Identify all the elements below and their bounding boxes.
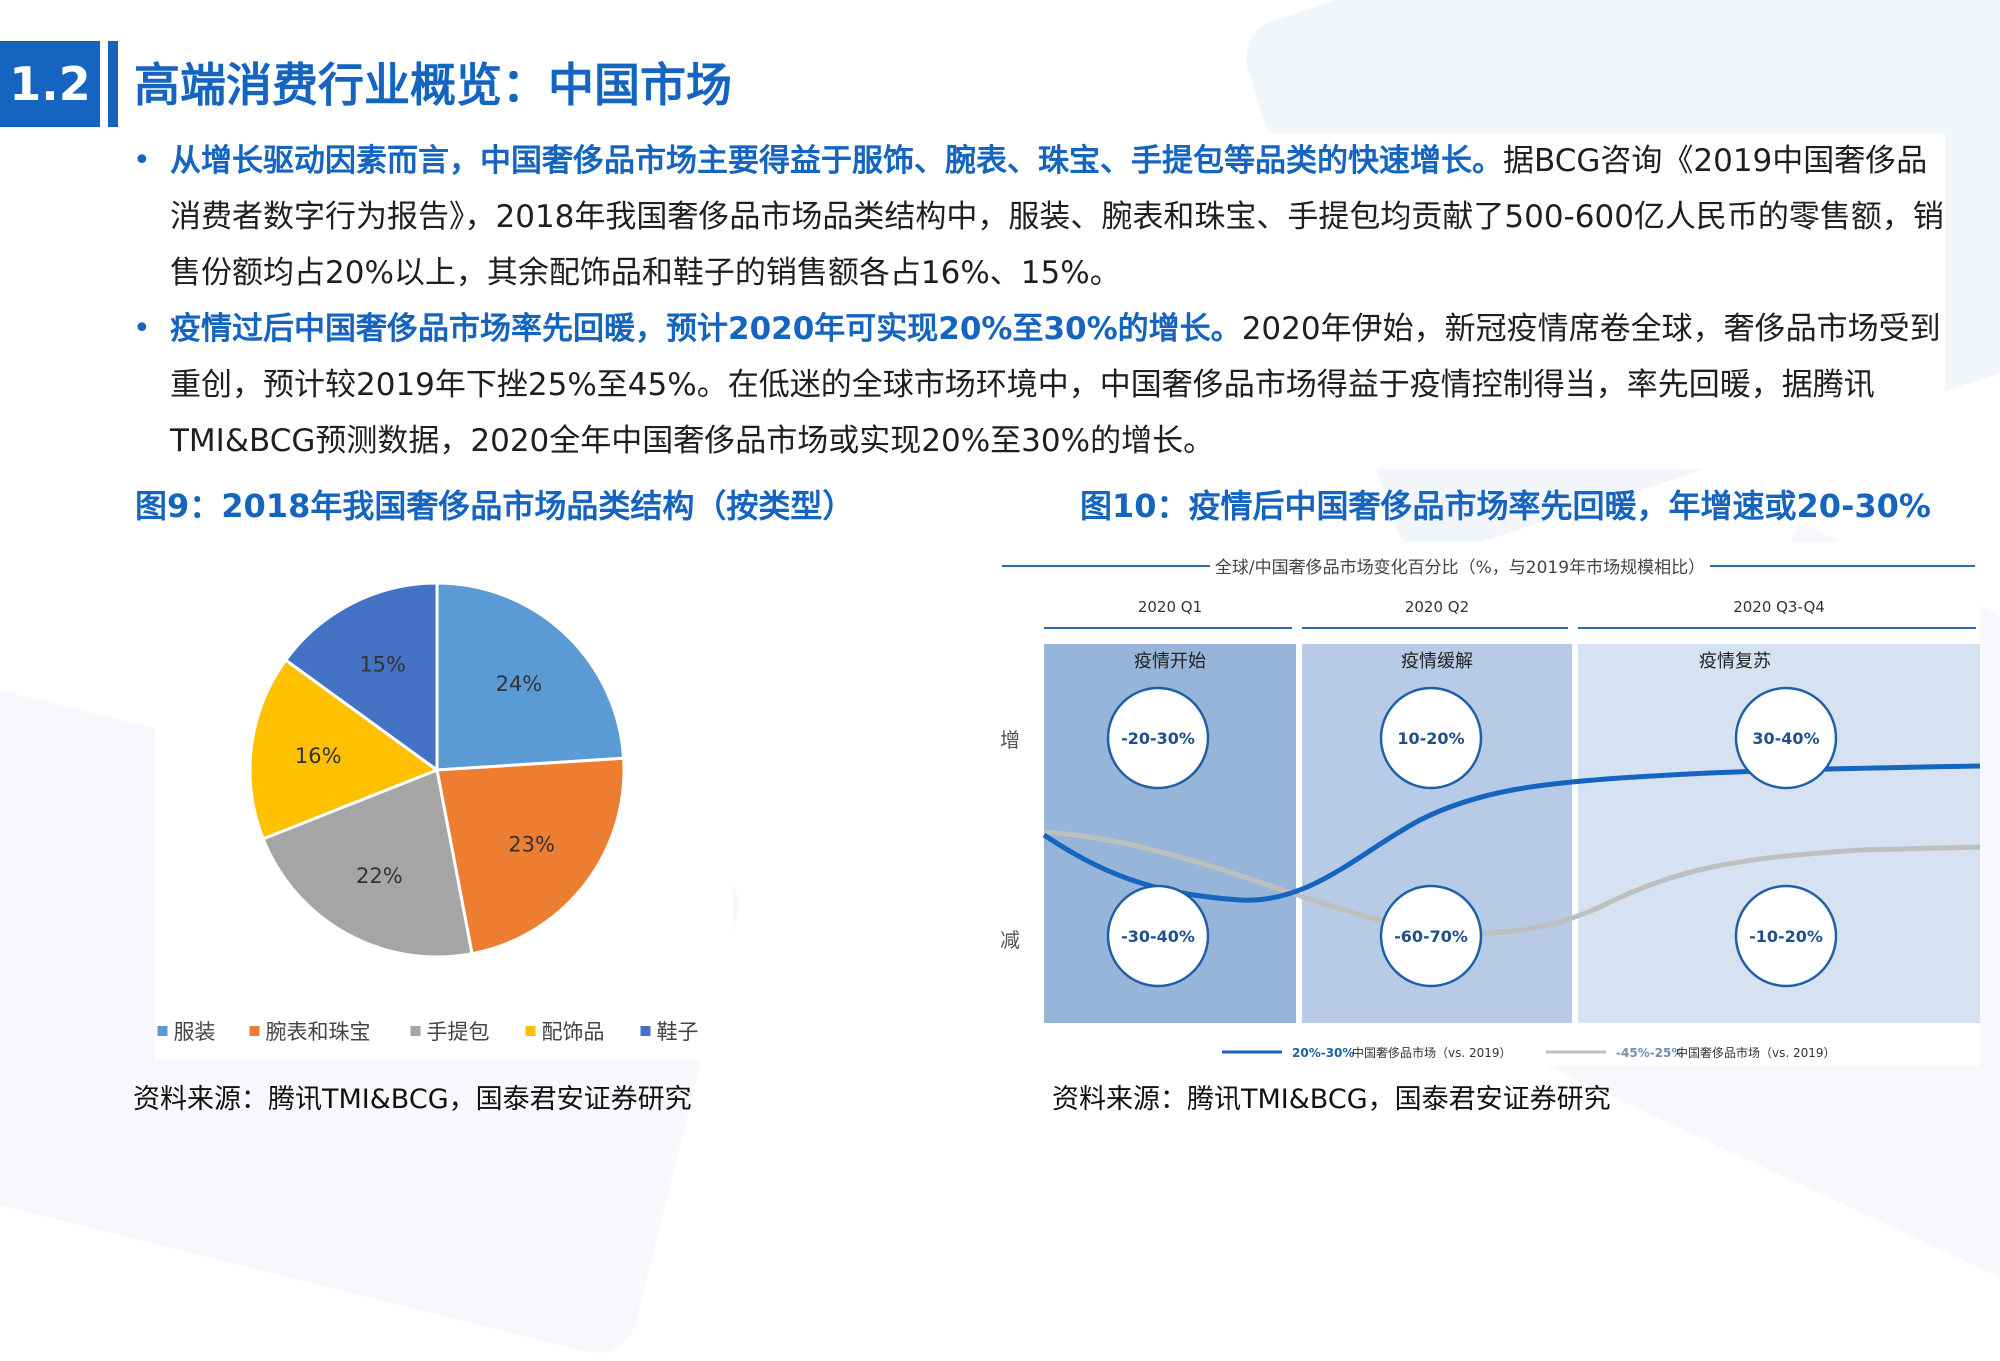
bubble-up-value-2: 10-20% (1397, 729, 1464, 748)
pie-slice-3 (261, 767, 474, 959)
pie-slice-4 (248, 657, 441, 841)
legend-range-2: -45%-25% (1616, 1046, 1683, 1060)
bubble-up-2 (1379, 686, 1483, 790)
body-text: • 从增长驱动因素而言，中国奢侈品市场主要得益于服饰、腕表、珠宝、手提包等品类的… (115, 133, 1945, 469)
figure-9-title: 图9：2018年我国奢侈品市场品类结构（按类型） (135, 487, 855, 525)
legend-label-3: 手提包 (427, 1020, 490, 1044)
pie-data-label-3: 22% (356, 864, 403, 888)
bubble-down-value-2: -60-70% (1394, 927, 1468, 946)
title-accent-bar (108, 41, 118, 127)
figure-9-source: 资料来源：腾讯TMI&BCG，国泰君安证券研究 (133, 1084, 692, 1115)
pie-data-label-5: 15% (359, 652, 406, 676)
bullet-2-text: 2020年伊始，新冠疫情席卷全球，奢侈品市场受到重创，预计较2019年下挫25%… (170, 311, 1941, 459)
page-title: 高端消费行业概览：中国市场 (134, 58, 732, 112)
bubble-up-value-3: 30-40% (1752, 729, 1819, 748)
axis-increase-label: 增 (1000, 728, 1020, 752)
axis-decrease-label: 减 (1000, 928, 1020, 952)
bubble-down-value-1: -30-40% (1121, 927, 1195, 946)
legend-series-2: 中国奢侈品市场（vs. 2019） (1676, 1045, 1836, 1060)
pie-slice-1 (435, 581, 626, 772)
legend-range-1: 20%-30% (1292, 1046, 1354, 1060)
bullet-1-highlight: 从增长驱动因素而言，中国奢侈品市场主要得益于服饰、腕表、珠宝、手提包等品类的快速… (170, 143, 1503, 179)
period-label-1: 2020 Q1 (1138, 598, 1202, 616)
timeline-header: 全球/中国奢侈品市场变化百分比（%，与2019年市场规模相比） (1215, 558, 1705, 578)
pie-data-label-2: 23% (508, 832, 555, 856)
figure-10-title: 图10：疫情后中国奢侈品市场率先回暖，年增速或20-30% (1080, 487, 1931, 525)
recovery-timeline-chart: 全球/中国奢侈品市场变化百分比（%，与2019年市场规模相比） 2020 Q1 疫情… (1000, 558, 1981, 1060)
recovery-timeline-panel: 全球/中国奢侈品市场变化百分比（%，与2019年市场规模相比） 2020 Q1 疫情… (980, 542, 1981, 1066)
bubble-down-3 (1734, 884, 1838, 988)
bubble-up-3 (1734, 686, 1838, 790)
pie-data-label-1: 24% (496, 672, 543, 696)
bubble-down-1 (1106, 884, 1210, 988)
bubble-up-1 (1106, 686, 1210, 790)
bullet-dot-icon: • (133, 143, 151, 178)
legend-swatch-4 (525, 1026, 536, 1036)
legend-swatch-3 (410, 1026, 421, 1036)
bullet-dot-icon: • (133, 311, 151, 346)
bubble-down-2 (1379, 884, 1483, 988)
global-market-curve (1043, 829, 1981, 936)
bullet-item-1: • 从增长驱动因素而言，中国奢侈品市场主要得益于服饰、腕表、珠宝、手提包等品类的… (115, 133, 1945, 301)
phase-label-1: 疫情开始 (1134, 651, 1206, 672)
legend-label-4: 配饰品 (542, 1020, 605, 1044)
legend-label-5: 鞋子 (657, 1020, 699, 1044)
section-number-badge: 1.2 (0, 41, 100, 127)
legend-label-1: 服装 (174, 1020, 216, 1044)
pie-data-label-4: 16% (295, 744, 342, 768)
legend-swatch-5 (640, 1026, 651, 1036)
bubble-down-value-3: -10-20% (1749, 927, 1823, 946)
legend-swatch-1 (157, 1026, 168, 1036)
pie-slice-5 (283, 581, 439, 773)
bullet-item-2: • 疫情过后中国奢侈品市场率先回暖，预计2020年可实现20%至30%的增长。2… (115, 301, 1945, 469)
figure-10-source: 资料来源：腾讯TMI&BCG，国泰君安证券研究 (1052, 1084, 1611, 1115)
period-label-3: 2020 Q3-Q4 (1733, 598, 1825, 616)
pie-chart-panel: 24% 23% 22% 16% 15% 服装 腕表和珠宝 手提包 配饰品 鞋子 (155, 530, 733, 1060)
phase-label-3: 疫情复苏 (1699, 651, 1771, 672)
legend-swatch-2 (249, 1026, 260, 1036)
phase-label-2: 疫情缓解 (1401, 651, 1473, 672)
bullet-2-highlight: 疫情过后中国奢侈品市场率先回暖，预计2020年可实现20%至30%的增长。 (170, 311, 1242, 347)
pie-chart: 24% 23% 22% 16% 15% 服装 腕表和珠宝 手提包 配饰品 鞋子 (157, 581, 699, 1044)
bullet-1-text: 据BCG咨询《2019中国奢侈品消费者数字行为报告》，2018年我国奢侈品市场品… (170, 143, 1944, 291)
period-label-2: 2020 Q2 (1405, 598, 1469, 616)
pie-slice-2 (435, 756, 626, 956)
bubble-up-value-1: -20-30% (1121, 729, 1195, 748)
legend-label-2: 腕表和珠宝 (266, 1020, 371, 1044)
legend-series-1: 中国奢侈品市场（vs. 2019） (1352, 1045, 1512, 1060)
